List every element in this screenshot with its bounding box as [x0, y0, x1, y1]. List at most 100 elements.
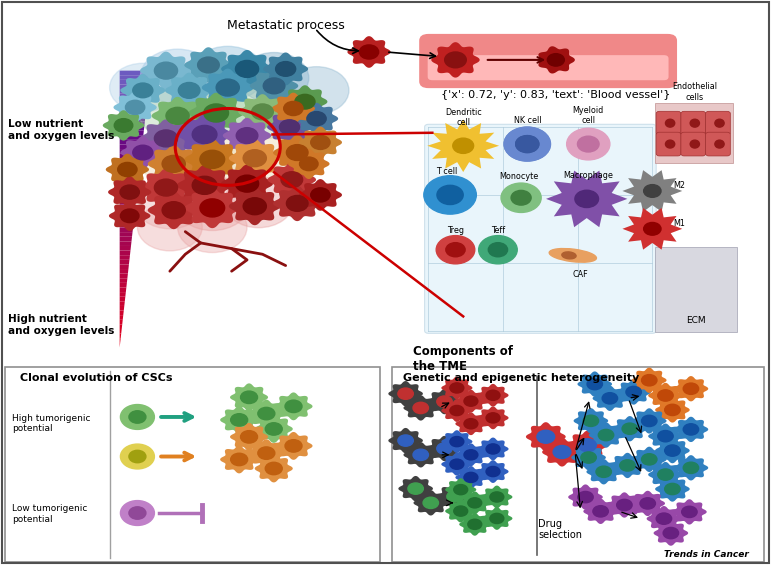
Polygon shape — [120, 126, 144, 131]
Circle shape — [226, 133, 291, 181]
Circle shape — [598, 429, 614, 441]
Polygon shape — [299, 179, 342, 211]
Polygon shape — [477, 406, 509, 429]
Circle shape — [258, 447, 275, 459]
Circle shape — [295, 94, 315, 109]
Polygon shape — [268, 162, 316, 197]
Polygon shape — [427, 436, 462, 461]
FancyBboxPatch shape — [655, 247, 737, 332]
Circle shape — [266, 462, 283, 475]
Polygon shape — [247, 399, 286, 428]
Polygon shape — [607, 492, 642, 518]
Polygon shape — [283, 85, 327, 118]
Text: Myeloid
cell: Myeloid cell — [573, 106, 604, 125]
Polygon shape — [120, 94, 148, 98]
Polygon shape — [120, 190, 137, 195]
Circle shape — [198, 57, 219, 73]
Polygon shape — [120, 80, 150, 84]
Circle shape — [537, 431, 554, 443]
Text: Drug
selection: Drug selection — [538, 519, 582, 540]
Polygon shape — [404, 396, 438, 420]
Circle shape — [464, 450, 478, 460]
Polygon shape — [299, 127, 342, 158]
Circle shape — [575, 190, 598, 207]
Polygon shape — [120, 297, 125, 301]
Circle shape — [658, 431, 673, 442]
Polygon shape — [428, 120, 499, 172]
Polygon shape — [120, 273, 128, 278]
Polygon shape — [632, 408, 666, 433]
Text: Treg: Treg — [447, 226, 464, 235]
Polygon shape — [542, 437, 582, 467]
Polygon shape — [140, 168, 192, 207]
Circle shape — [683, 462, 699, 473]
FancyBboxPatch shape — [392, 367, 764, 562]
Circle shape — [450, 406, 464, 416]
Circle shape — [154, 130, 178, 147]
Polygon shape — [288, 149, 330, 179]
Circle shape — [120, 405, 154, 429]
Circle shape — [285, 440, 302, 452]
Polygon shape — [120, 269, 128, 273]
Circle shape — [284, 67, 349, 114]
Polygon shape — [120, 154, 141, 158]
Polygon shape — [442, 376, 472, 399]
Polygon shape — [120, 278, 127, 283]
Polygon shape — [622, 208, 682, 250]
Circle shape — [231, 414, 248, 426]
Polygon shape — [577, 371, 612, 397]
Polygon shape — [109, 201, 151, 231]
Text: Components of
the TME: Components of the TME — [413, 345, 513, 373]
Polygon shape — [445, 478, 476, 501]
Circle shape — [204, 104, 229, 122]
Polygon shape — [574, 408, 608, 433]
Polygon shape — [177, 165, 232, 206]
Polygon shape — [120, 149, 142, 154]
Text: M2: M2 — [673, 181, 686, 190]
Circle shape — [162, 202, 185, 219]
Polygon shape — [414, 490, 448, 515]
Polygon shape — [388, 381, 423, 406]
Circle shape — [110, 63, 176, 112]
Circle shape — [450, 437, 464, 447]
Polygon shape — [674, 376, 708, 401]
Polygon shape — [165, 73, 213, 108]
Circle shape — [683, 383, 699, 394]
Circle shape — [286, 145, 308, 160]
Circle shape — [553, 445, 571, 459]
Circle shape — [178, 82, 200, 98]
Polygon shape — [113, 92, 157, 123]
Circle shape — [154, 179, 178, 196]
Circle shape — [192, 176, 217, 194]
Circle shape — [490, 514, 504, 524]
Polygon shape — [455, 466, 486, 489]
Circle shape — [285, 400, 302, 412]
Circle shape — [593, 506, 608, 517]
FancyBboxPatch shape — [655, 103, 733, 163]
Polygon shape — [120, 241, 131, 246]
Circle shape — [640, 498, 655, 509]
Circle shape — [516, 136, 539, 153]
Polygon shape — [275, 393, 313, 420]
Polygon shape — [632, 368, 666, 393]
Circle shape — [276, 62, 296, 76]
Circle shape — [663, 528, 679, 539]
Circle shape — [464, 419, 478, 429]
Circle shape — [452, 138, 474, 153]
Polygon shape — [647, 506, 681, 531]
Circle shape — [626, 386, 642, 398]
Circle shape — [263, 78, 285, 94]
Polygon shape — [432, 42, 479, 77]
Circle shape — [437, 396, 452, 407]
FancyBboxPatch shape — [656, 132, 681, 156]
Circle shape — [577, 136, 599, 152]
Polygon shape — [223, 118, 271, 153]
Circle shape — [516, 136, 539, 153]
Polygon shape — [120, 329, 122, 333]
Polygon shape — [120, 200, 136, 205]
Polygon shape — [140, 51, 192, 90]
Polygon shape — [120, 89, 148, 94]
Polygon shape — [481, 485, 513, 508]
Circle shape — [241, 391, 258, 403]
Polygon shape — [120, 112, 146, 117]
